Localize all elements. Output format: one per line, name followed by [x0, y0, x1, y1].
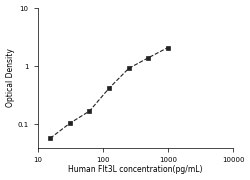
X-axis label: Human Flt3L concentration(pg/mL): Human Flt3L concentration(pg/mL)	[68, 165, 203, 174]
Y-axis label: Optical Density: Optical Density	[6, 48, 15, 107]
